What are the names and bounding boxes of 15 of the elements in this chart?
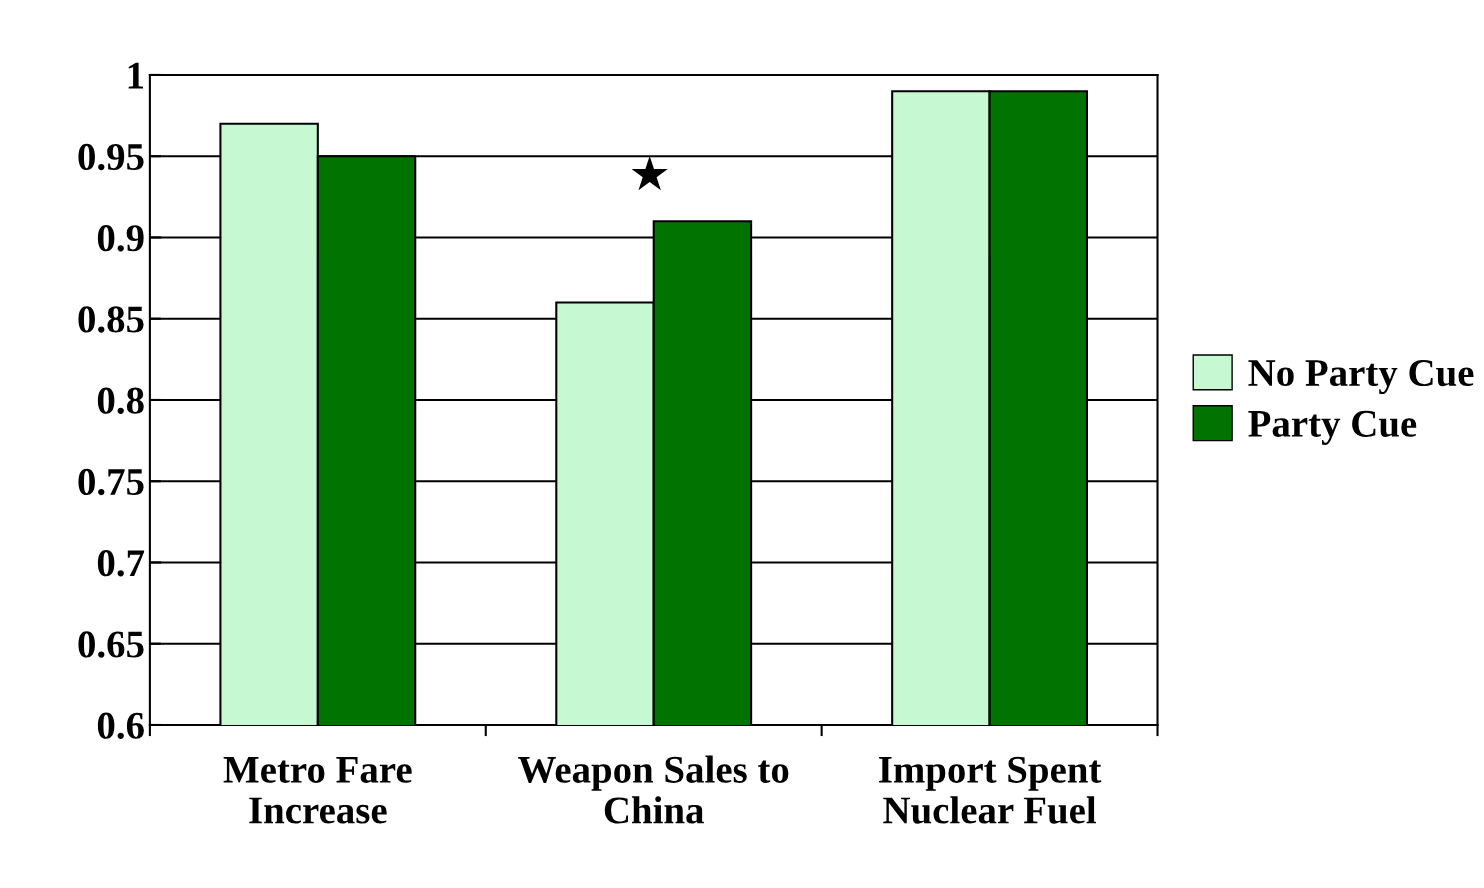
x-tick-label: Weapon Sales to China [518,755,789,824]
y-tick-label: 1 [128,62,144,89]
y-tick-label: 0.65 [78,631,144,658]
y-tick-label: 0.85 [78,306,144,333]
y-tick-label: 0.6 [97,712,144,740]
y-tick-label: 0.95 [78,143,144,171]
x-tick-label: Import Spent Nuclear Fuel [879,756,1102,824]
y-tick-label: 0.7 [97,550,145,577]
x-tick-label: Metro Fare Increase [223,757,412,824]
legend-label: No Party Cue [1248,359,1474,395]
y-tick-label: 0.9 [97,225,144,252]
annotation: ★ [631,155,668,191]
y-tick-label: 0.75 [78,468,144,496]
legend-label: Party Cue [1248,410,1417,445]
y-tick-label: 0.8 [97,387,144,414]
